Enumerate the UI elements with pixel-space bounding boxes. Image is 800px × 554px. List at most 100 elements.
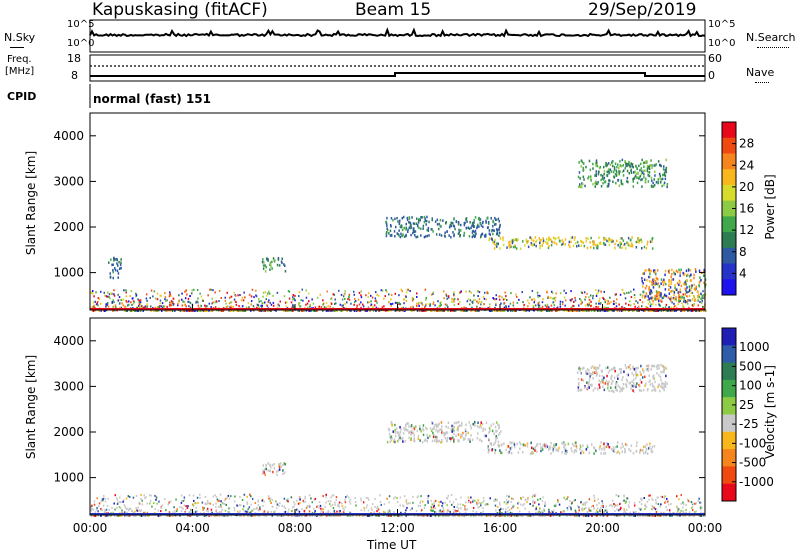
power-cell — [578, 304, 580, 307]
vel-cell — [351, 515, 354, 517]
power-cell — [636, 176, 638, 179]
vel-cell — [453, 429, 456, 433]
power-cell — [445, 293, 447, 296]
power-cell — [341, 304, 343, 307]
power-cell — [412, 231, 414, 235]
power-cell — [663, 171, 666, 175]
vel-cell — [257, 504, 260, 507]
vel-cell — [591, 515, 593, 517]
vel-cell — [552, 450, 554, 453]
power-cell — [491, 229, 493, 232]
vel-cell — [436, 435, 439, 439]
vel-cell — [557, 500, 559, 503]
power-cell — [204, 304, 206, 307]
vel-cell — [641, 449, 643, 452]
power-cell — [599, 297, 601, 300]
power-cell — [398, 302, 400, 305]
power-cell — [545, 240, 547, 244]
power-cell — [452, 309, 454, 312]
power-cell — [538, 306, 540, 309]
vel-cell — [590, 505, 593, 508]
power-cell — [528, 309, 530, 312]
vel-cell — [129, 515, 132, 517]
power-cell — [433, 309, 436, 312]
power-cell — [502, 236, 504, 239]
vel-cell — [390, 439, 393, 442]
vel-cell — [136, 509, 139, 512]
station-title: Kapuskasing (fitACF) — [92, 0, 268, 20]
power-cell — [533, 301, 535, 304]
power-cell — [566, 310, 568, 312]
vel-cell — [592, 377, 594, 380]
power-cell — [691, 284, 693, 287]
power-cell — [583, 178, 585, 181]
power-cell — [418, 226, 420, 230]
vel-cell — [360, 499, 362, 502]
power-cell — [592, 240, 594, 243]
vel-cell — [646, 452, 649, 455]
vel-cell — [469, 501, 472, 504]
vel-cell — [281, 514, 284, 517]
power-cell — [452, 224, 455, 227]
power-cell — [292, 310, 294, 312]
vel-cell — [644, 505, 647, 508]
vel-cell — [508, 495, 510, 498]
vel-cell — [561, 451, 563, 454]
power-cell — [238, 310, 240, 312]
power-cell — [413, 222, 416, 226]
power-cell — [522, 301, 524, 304]
vel-cell — [234, 495, 236, 498]
nsky-series-line — [89, 27, 706, 38]
vel-cell — [585, 371, 587, 375]
power-cell — [615, 174, 618, 177]
power-cell — [606, 170, 608, 174]
vel-cell — [678, 498, 680, 501]
power-cell — [353, 310, 356, 312]
power-cell — [320, 306, 323, 309]
power-cell — [563, 296, 566, 299]
power-cell — [703, 274, 705, 277]
vel-cell — [143, 515, 145, 517]
power-cell — [662, 296, 665, 299]
power-cell — [386, 224, 388, 227]
vel-cell — [640, 381, 643, 384]
power-cell — [109, 272, 111, 275]
vel-cell — [225, 515, 227, 517]
power-cell — [531, 298, 533, 301]
power-cell — [136, 309, 139, 312]
vel-cell — [676, 514, 678, 517]
vel-cell — [612, 380, 614, 383]
vel-cell — [663, 497, 665, 500]
power-cell — [466, 300, 469, 303]
vel-cell — [150, 494, 152, 497]
power-cell — [446, 297, 448, 300]
vel-cell — [486, 503, 488, 506]
power-cell — [697, 304, 699, 307]
power-cell — [527, 245, 530, 249]
power-cell — [123, 289, 125, 292]
power-cell — [670, 306, 673, 309]
power-cell — [557, 236, 559, 240]
vel-cell — [625, 378, 628, 381]
vel-cell — [629, 515, 631, 517]
vel-cell — [392, 430, 394, 433]
power-cell — [683, 296, 685, 299]
power-cell — [581, 182, 583, 185]
vel-cell — [493, 443, 495, 446]
vel-cell — [347, 515, 349, 517]
power-cell — [137, 310, 139, 312]
vel-cell — [618, 509, 620, 512]
power-cell — [338, 289, 340, 292]
vel-cell — [462, 503, 464, 506]
power-cell — [654, 280, 657, 283]
vel-cell — [239, 504, 242, 507]
vel-cell — [637, 366, 639, 370]
power-cell — [596, 182, 599, 185]
power-cell — [120, 261, 122, 264]
vel-cell — [461, 435, 463, 438]
vel-cell — [299, 502, 301, 504]
power-cell — [409, 226, 412, 230]
power-cell — [663, 278, 665, 282]
power-cell — [548, 236, 550, 239]
vel-cell — [459, 503, 462, 506]
